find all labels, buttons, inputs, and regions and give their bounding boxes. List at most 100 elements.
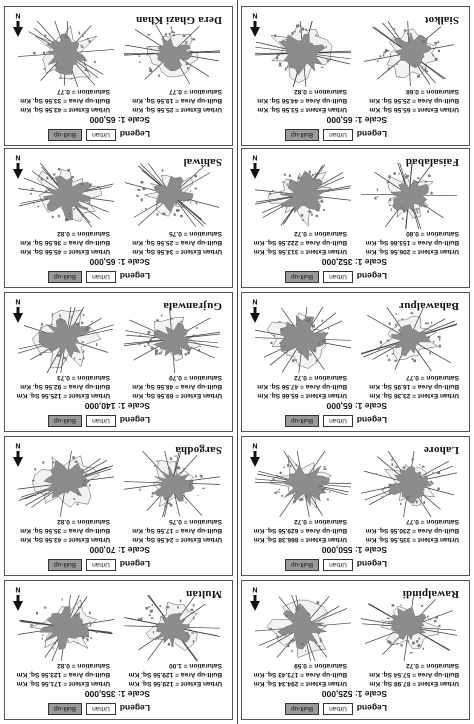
builtup-patch [274,34,277,37]
stat-builtup: Built-up Area = 25.56 Sq. Km [369,97,459,104]
builtup-patch [62,68,64,70]
legend-title: Legend [356,271,387,281]
builtup-patch [430,480,433,484]
city-map-left [358,306,460,373]
builtup-patch [283,345,285,348]
builtup-patch [406,175,409,178]
city-map-graphic [248,300,358,378]
builtup-patch [278,488,280,491]
builtup-patch [80,46,84,48]
builtup-patch [302,219,304,221]
builtup-patch [55,64,57,67]
builtup-patch [293,500,297,503]
stats-left: Urban Extent = 129.56 Sq. Km Built-up Are… [129,661,222,688]
builtup-patch [85,623,88,626]
builtup-patch [168,502,171,505]
svg-text:N: N [15,587,20,593]
builtup-patch [291,32,294,35]
map-scale: Scale 1: 355,000 [84,689,150,699]
stat-extent: Urban Extent = 125.56 Sq. Km [16,392,110,399]
builtup-patch [164,497,167,500]
city-map-left [124,162,220,229]
builtup-patch [432,482,434,484]
stat-builtup: Built-up Area = 173.43 Sq. Km [253,671,347,678]
builtup-patch [65,358,67,361]
builtup-patch [432,472,434,474]
builtup-patch [52,647,54,650]
builtup-patch [279,471,282,475]
builtup-patch [195,474,197,478]
builtup-patch [438,344,441,348]
builtup-patch [182,34,186,37]
builtup-patch [79,359,82,361]
builtup-patch [58,72,61,74]
stat-builtup: Built-up Area = 222.56 Sq. Km [253,239,347,246]
stat-saturation: Saturation = 0.72 [294,230,347,237]
builtup-patch [439,338,441,341]
builtup-patch [155,460,159,462]
builtup-patch [424,68,427,71]
builtup-patch [394,359,397,362]
builtup-patch [316,209,319,212]
builtup-patch [321,66,324,68]
city-map-right [18,302,114,376]
builtup-patch [386,181,390,184]
builtup-patch [323,468,327,470]
stats-right: Urban Extent = 45.56 Sq. Km Built-up Area… [20,229,110,256]
legend-urban-swatch: Urban [323,271,353,283]
stats-right: Urban Extent = 313.56 Sq. Km Built-up Are… [254,229,347,256]
svg-text:N: N [252,443,257,449]
stat-saturation: Saturation = 0.77 [406,374,459,381]
builtup-patch [399,502,402,505]
stat-builtup: Built-up Area = 35.56 Sq. Km [20,527,110,534]
builtup-patch [288,460,290,464]
builtup-patch [172,34,176,37]
builtup-patch [417,75,420,78]
builtup-patch [159,605,161,607]
city-name: Bahawalpur [398,300,459,312]
stats-left: Urban Extent = 87.98 Sq. Km Built-up Area… [369,661,459,688]
stats-right: Urban Extent = 43.56 Sq. Km Built-up Area… [20,87,110,114]
city-map-graphic [16,16,116,90]
builtup-patch [199,474,203,477]
builtup-patch [299,30,301,33]
legend-title: Legend [119,559,150,569]
builtup-area-shape [42,175,92,221]
builtup-patch [152,631,155,634]
builtup-patch [151,604,153,606]
builtup-patch [285,635,287,637]
stat-builtup: Built-up Area = 129.56 Sq. Km [128,671,222,678]
builtup-patch [148,614,151,617]
city-map-right [248,300,358,378]
builtup-patch [190,608,194,611]
builtup-patch [417,644,421,648]
builtup-patch [73,498,76,500]
builtup-patch [85,473,88,475]
builtup-patch [396,643,399,645]
builtup-area-shape [279,171,331,214]
stats-right: Urban Extent = 65.66 Sq. Km Built-up Area… [257,373,347,400]
builtup-patch [186,632,189,635]
builtup-area-shape [278,33,326,76]
stats-right: Urban Extent = 53.56 Sq. Km Built-up Area… [257,87,347,114]
builtup-patch [189,50,192,53]
city-panel-faisalabad: Legend Urban Built-up Scale 1: 352,000 Urban… [241,148,470,288]
builtup-patch [387,67,390,71]
builtup-patch [315,359,318,362]
builtup-patch [295,464,297,467]
builtup-area-shape [393,31,432,69]
builtup-patch [278,65,282,67]
builtup-patch [285,38,288,40]
builtup-patch [277,491,280,493]
builtup-patch [188,483,192,487]
city-map-left [118,302,226,376]
builtup-patch [149,609,153,613]
builtup-patch [270,341,273,345]
builtup-patch [187,351,190,355]
stats-left: Urban Extent = 335.56 Sq. Km Built-up Are… [366,517,459,544]
stat-saturation: Saturation = 0.68 [406,88,459,95]
builtup-patch [406,496,410,499]
builtup-patch [56,496,59,498]
builtup-patch [70,316,73,318]
stat-extent: Urban Extent = 171.56 Sq. Km [16,680,110,687]
